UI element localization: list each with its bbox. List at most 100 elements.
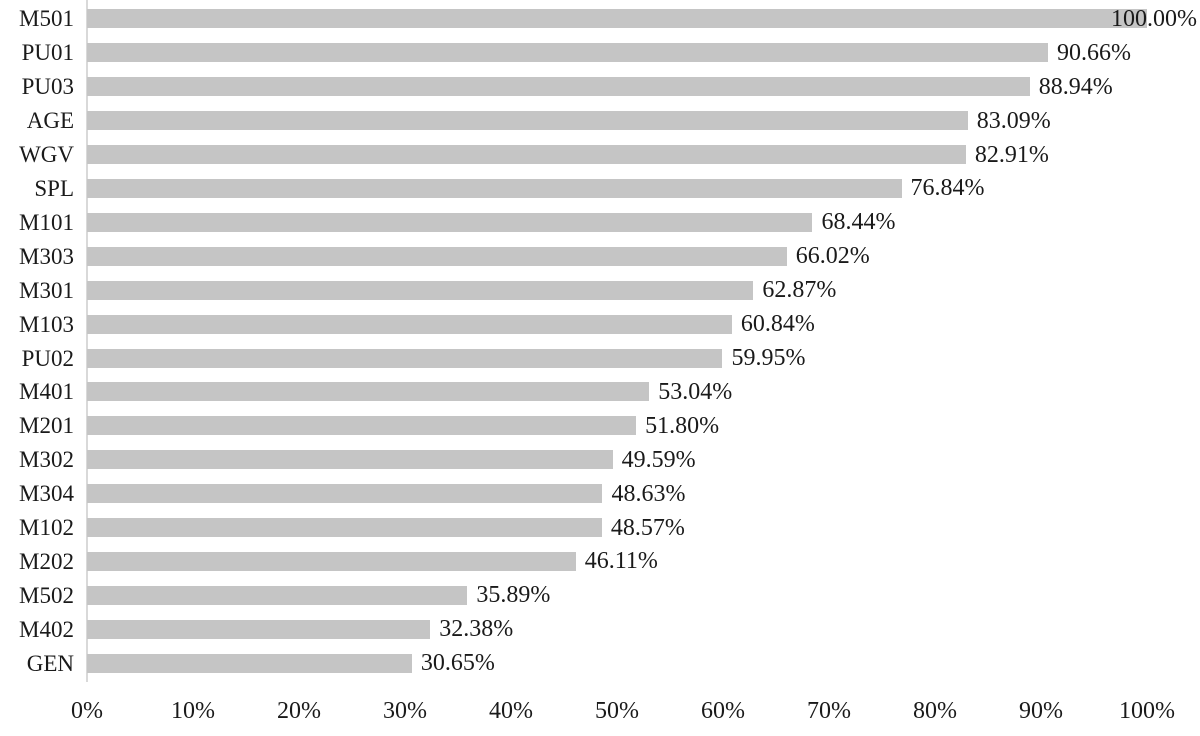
value-label: 35.89% [476,582,551,609]
category-label: M402 [19,616,74,642]
x-tick-label: 90% [1019,698,1063,724]
bar [87,518,602,538]
chart-row: AGE 83.09% [0,104,1200,138]
category-label: GEN [26,650,74,676]
value-label: 66.02% [795,243,870,270]
category-label: M103 [19,311,74,337]
bar-area: 49.59% [87,446,1200,473]
bar-area: 59.95% [87,345,1200,372]
x-tick-label: 10% [171,698,215,724]
chart-row: M302 49.59% [0,443,1200,477]
bar [87,585,468,605]
category-label: AGE [26,108,74,134]
bar-area: 66.02% [87,243,1200,270]
category-label: WGV [19,142,74,168]
value-label: 100.00% [1111,5,1197,32]
x-tick-label: 70% [807,698,851,724]
category-label: M303 [19,243,74,269]
x-tick-label: 40% [489,698,533,724]
value-label: 53.04% [658,378,733,405]
x-tick-label: 50% [595,698,639,724]
bar [87,416,637,436]
bar-area: 51.80% [87,412,1200,439]
bar [87,280,754,300]
bar-area: 90.66% [87,41,1200,65]
bar-area: 35.89% [87,582,1200,609]
chart-row: SPL 76.84% [0,172,1200,206]
category-label: M302 [19,447,74,473]
bar [87,653,412,673]
x-tick-label: 80% [913,698,957,724]
bar [87,9,1147,29]
category-label: M301 [19,277,74,303]
bar-area: 68.44% [87,209,1200,236]
chart-rows: M501 100.00% PU01 90.66% PU03 88.94% AGE… [0,2,1200,680]
bar [87,246,787,266]
value-label: 62.87% [762,277,837,304]
chart-row: M102 48.57% [0,511,1200,545]
value-label: 49.59% [621,446,696,473]
category-label: M304 [19,481,74,507]
category-label: M201 [19,413,74,439]
chart-row: M103 60.84% [0,307,1200,341]
bar-area: 60.84% [87,311,1200,338]
value-label: 48.57% [610,514,685,541]
category-label: PU03 [21,74,74,100]
bar [87,450,613,470]
value-label: 32.38% [439,616,514,643]
chart-row: M402 32.38% [0,612,1200,646]
bar-area: 62.87% [87,277,1200,304]
bar-area: 32.38% [87,616,1200,643]
value-label: 82.91% [974,141,1049,168]
bar [87,382,650,402]
x-tick-label: 100% [1119,698,1175,724]
bar-area: 82.91% [87,141,1200,168]
chart-row: M301 62.87% [0,273,1200,307]
category-label: M101 [19,209,74,235]
chart-row: GEN 30.65% [0,646,1200,680]
value-label: 83.09% [976,107,1051,134]
bar [87,111,968,131]
x-tick-label: 60% [701,698,745,724]
bar-area: 30.65% [87,651,1200,675]
bar-area: 83.09% [87,107,1200,134]
bar [87,619,431,639]
category-label: M502 [19,582,74,608]
y-axis-line [86,0,88,682]
category-label: M501 [19,6,74,32]
value-label: 59.95% [731,345,806,372]
value-label: 68.44% [821,209,896,236]
bar [87,178,902,198]
category-label: M102 [19,515,74,541]
bar-area: 88.94% [87,73,1200,100]
bar-area: 48.63% [87,480,1200,507]
bar-area: 100.00% [87,5,1200,32]
bar-area: 48.57% [87,514,1200,541]
bar [87,484,603,504]
value-label: 76.84% [910,175,985,202]
chart-row: M304 48.63% [0,477,1200,511]
bar-area: 46.11% [87,548,1200,575]
chart-row: M202 46.11% [0,545,1200,579]
bar [87,551,576,571]
category-label: M202 [19,548,74,574]
bar [87,43,1048,63]
bar [87,145,966,165]
value-label: 48.63% [611,480,686,507]
bar-area: 76.84% [87,175,1200,202]
bar [87,212,813,232]
value-label: 88.94% [1038,73,1113,100]
chart-row: M501 100.00% [0,2,1200,36]
value-label: 46.11% [584,548,658,575]
chart-row: M101 68.44% [0,205,1200,239]
chart-row: WGV 82.91% [0,138,1200,172]
category-label: M401 [19,379,74,405]
chart-row: M201 51.80% [0,409,1200,443]
value-label: 51.80% [645,412,720,439]
x-tick-label: 0% [71,698,103,724]
value-label: 60.84% [740,311,815,338]
chart-row: PU02 59.95% [0,341,1200,375]
category-label: PU01 [21,40,74,66]
chart-row: PU03 88.94% [0,70,1200,104]
